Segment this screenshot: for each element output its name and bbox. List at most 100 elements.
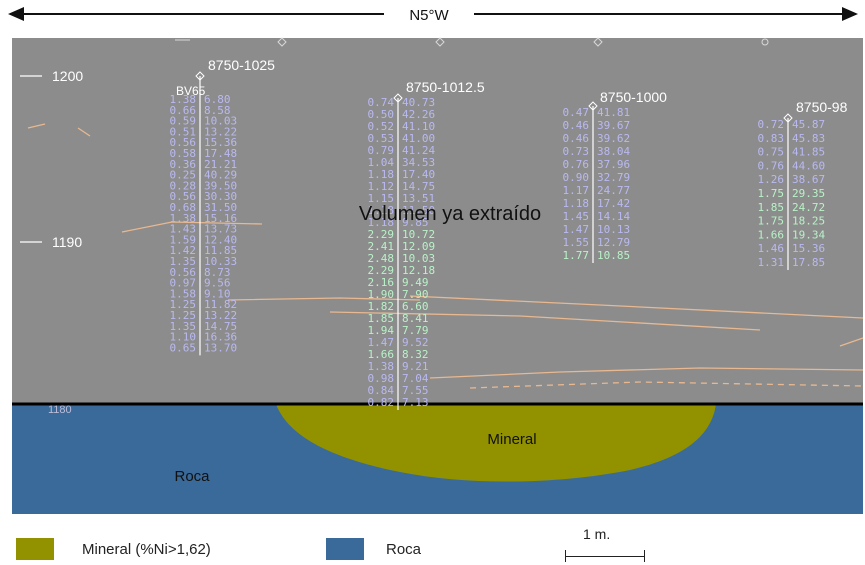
- assay-fe-value: 13.22: [204, 125, 237, 138]
- assay-ni-value: 1.25: [170, 298, 197, 311]
- assay-ni-value: 0.79: [368, 144, 395, 157]
- assay-ni-value: 1.38: [170, 212, 197, 225]
- assay-ni-value: 1.38: [170, 93, 197, 106]
- drill-hole-collar: [783, 113, 793, 123]
- assay-ni-value: 1.15: [368, 192, 395, 205]
- assay-ni-value: 1.59: [170, 233, 197, 246]
- assay-fe-value: 12.40: [204, 233, 237, 246]
- assay-ni-value: 1.47: [368, 336, 395, 349]
- assay-fe-value: 17.40: [402, 168, 435, 181]
- scale-bar-line: [565, 556, 645, 557]
- assay-fe-value: 24.77: [597, 184, 630, 197]
- assay-fe-value: 10.72: [402, 228, 435, 241]
- assay-ni-value: 1.55: [563, 236, 590, 249]
- assay-ni-value: 0.56: [170, 266, 197, 279]
- drill-hole-secondary-label: BV65: [176, 84, 206, 98]
- assay-fe-value: 16.36: [204, 331, 237, 344]
- assay-ni-value: 1.75: [758, 215, 785, 228]
- assay-ni-value: 1.31: [758, 256, 785, 269]
- assay-fe-value: 9.21: [402, 360, 429, 373]
- assay-ni-value: 1.82: [368, 300, 395, 313]
- assay-ni-value: 1.17: [563, 184, 590, 197]
- assay-fe-value: 11.82: [204, 298, 237, 311]
- assay-fe-value: 14.75: [204, 320, 237, 333]
- assay-fe-value: 9.85: [402, 216, 429, 229]
- assay-ni-value: 0.66: [170, 104, 197, 117]
- extracted-volume-zone: [12, 38, 863, 404]
- assay-ni-value: 1.75: [758, 187, 785, 200]
- drill-hole-name: 8750-98: [796, 99, 848, 115]
- assay-fe-value: 10.85: [597, 249, 630, 262]
- legend-mineral-swatch: [16, 538, 54, 560]
- elevation-label-1190: 1190: [52, 234, 82, 250]
- dashed-bench-traces: [469, 381, 864, 389]
- mineral-label: Mineral: [487, 431, 536, 448]
- assay-fe-value: 41.81: [597, 106, 630, 119]
- assay-ni-value: 1.85: [758, 201, 785, 214]
- assay-ni-value: 0.46: [563, 119, 590, 132]
- assay-ni-value: 2.41: [368, 240, 395, 253]
- assay-fe-value: 30.30: [204, 190, 237, 203]
- assay-fe-value: 41.00: [402, 132, 435, 145]
- assay-ni-value: 1.58: [170, 287, 197, 300]
- assay-fe-value: 12.79: [597, 236, 630, 249]
- assay-fe-value: 45.87: [792, 118, 825, 131]
- assay-ni-value: 0.82: [368, 396, 395, 409]
- drill-hole-name: 8750-1000: [600, 89, 667, 105]
- assay-fe-value: 17.42: [597, 197, 630, 210]
- assay-fe-value: 12.09: [402, 240, 435, 253]
- assay-fe-value: 13.70: [204, 341, 237, 354]
- assay-ni-value: 0.84: [368, 384, 395, 397]
- assay-fe-value: 15.36: [204, 136, 237, 149]
- assay-ni-value: 0.52: [368, 120, 395, 133]
- drill-hole: 8750-1000 0.47 41.81 0.46 39.67 0.46 39.62 0.73…: [563, 89, 667, 263]
- assay-ni-value: 0.50: [368, 108, 395, 121]
- assay-fe-value: 19.34: [792, 228, 825, 241]
- assay-ni-value: 0.46: [563, 132, 590, 145]
- assay-ni-value: 0.53: [368, 132, 395, 145]
- assay-fe-value: 8.41: [402, 312, 429, 325]
- assay-ni-value: 0.25: [170, 169, 197, 182]
- elevation-label-1180: 1180: [48, 404, 72, 416]
- bench-traces: [27, 123, 864, 379]
- assay-fe-value: 39.67: [597, 119, 630, 132]
- arrow-right-head: [842, 7, 858, 21]
- assay-fe-value: 9.49: [402, 276, 429, 289]
- legend-mineral-label: Mineral (%Ni>1,62): [82, 540, 211, 558]
- section-top-markers: [175, 37, 769, 47]
- elevation-axis: 1200 1190 1180: [20, 68, 83, 416]
- assay-fe-value: 14.14: [597, 210, 630, 223]
- legend-rock: Roca: [326, 538, 421, 560]
- drill-hole-name: 8750-1025: [208, 57, 275, 73]
- assay-ni-value: 0.74: [368, 96, 395, 109]
- assay-fe-value: 41.10: [402, 120, 435, 133]
- assay-ni-value: 1.10: [170, 331, 197, 344]
- extracted-volume-label: Volumen ya extraído: [359, 203, 541, 225]
- assay-ni-value: 1.18: [368, 168, 395, 181]
- assay-fe-value: 18.25: [792, 215, 825, 228]
- assay-ni-value: 1.26: [758, 173, 785, 186]
- scale-bar: 1 m.: [565, 526, 645, 562]
- assay-fe-value: 41.85: [792, 146, 825, 159]
- orientation-label: N5°W: [409, 7, 449, 24]
- assay-fe-value: 17.85: [792, 256, 825, 269]
- assay-ni-value: 0.73: [563, 145, 590, 158]
- elevation-label-1200: 1200: [52, 68, 83, 84]
- assay-fe-value: 14.75: [402, 180, 435, 193]
- assay-ni-value: 0.75: [758, 146, 785, 159]
- assay-fe-value: 40.29: [204, 169, 237, 182]
- assay-fe-value: 15.36: [792, 242, 825, 255]
- assay-ni-value: 1.46: [758, 242, 785, 255]
- assay-ni-value: 1.04: [368, 156, 395, 169]
- assay-ni-value: 2.29: [368, 264, 395, 277]
- scale-bar-label: 1 m.: [583, 526, 611, 542]
- assay-ni-value: 0.68: [170, 201, 197, 214]
- assay-ni-value: 1.43: [170, 223, 197, 236]
- assay-fe-value: 7.13: [402, 396, 429, 409]
- scale-bar-tick-left: [565, 550, 566, 562]
- assay-fe-value: 8.32: [402, 348, 429, 361]
- assay-fe-value: 24.72: [792, 201, 825, 214]
- assay-ni-value: 0.56: [170, 190, 197, 203]
